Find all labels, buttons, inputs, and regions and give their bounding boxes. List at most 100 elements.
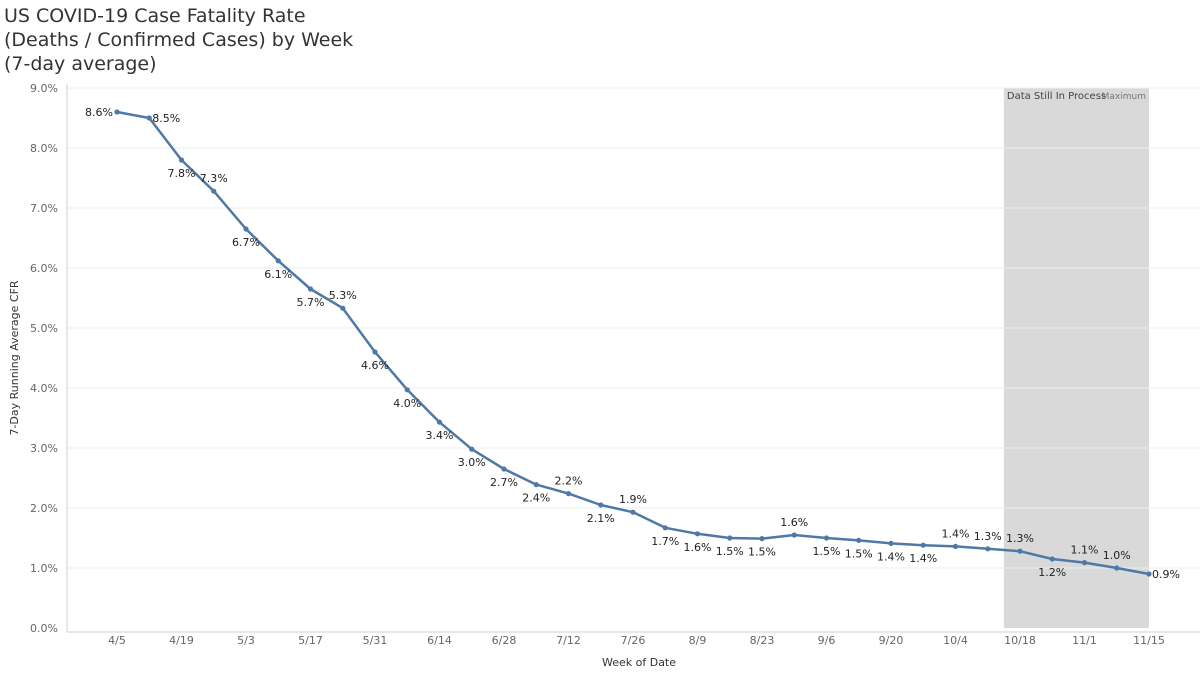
data-label: 1.5% (813, 545, 841, 558)
x-tick-label: 4/19 (169, 634, 194, 647)
x-tick-label: 8/23 (750, 634, 775, 647)
data-point (952, 543, 959, 550)
data-label: 8.6% (85, 106, 113, 119)
data-label: 0.9% (1152, 568, 1180, 581)
y-tick-label: 9.0% (30, 82, 58, 95)
chart-title-line-2: (Deaths / Confirmed Cases) by Week (4, 29, 354, 51)
data-label: 1.3% (974, 530, 1002, 543)
data-label: 1.4% (877, 550, 905, 563)
data-label: 1.5% (748, 546, 776, 559)
y-tick-label: 3.0% (30, 442, 58, 455)
x-tick-label: 6/14 (427, 634, 452, 647)
data-point (727, 535, 733, 541)
data-point (888, 540, 894, 547)
data-label: 1.6% (780, 516, 808, 529)
y-tick-label: 0.0% (30, 622, 58, 635)
x-tick-label: 5/3 (237, 634, 255, 647)
axes: 0.0% 1.0% 2.0% 3.0% 4.0% 5.0% 6.0% 7.0% 8.0% 9.0%… (30, 82, 1200, 647)
x-tick-label: 9/6 (818, 634, 836, 647)
x-tick-label: 5/31 (363, 634, 388, 647)
y-axis-title: 7-Day Running Average CFR (8, 280, 21, 435)
data-point (114, 109, 120, 115)
y-tick-label: 8.0% (30, 142, 58, 155)
data-point (1146, 571, 1152, 577)
y-tick-label: 2.0% (30, 502, 58, 515)
data-point (791, 532, 797, 538)
data-point (630, 509, 636, 515)
data-label: 5.3% (329, 289, 357, 302)
data-point (1049, 556, 1055, 562)
x-tick-label: 10/4 (943, 634, 968, 647)
data-point (146, 115, 152, 121)
y-tick-label: 6.0% (30, 262, 58, 275)
x-tick-label: 10/18 (1004, 634, 1036, 647)
chart-title-line-3: (7-day average) (4, 53, 157, 75)
data-point (985, 546, 991, 552)
shaded-region (1003, 88, 1149, 628)
data-point (694, 531, 701, 537)
data-label: 1.3% (1006, 532, 1034, 545)
shaded-region-label: Data Still In Process (1007, 91, 1106, 102)
chart-title: US COVID-19 Case Fatality Rate (Deaths /… (4, 4, 353, 76)
y-tick-label: 4.0% (30, 382, 58, 395)
data-label: 4.6% (361, 359, 389, 372)
data-label: 1.2% (1038, 566, 1066, 579)
data-point (436, 419, 443, 425)
data-label: 1.4% (909, 552, 937, 565)
x-tick-label: 7/26 (621, 634, 646, 647)
data-point (565, 491, 572, 497)
data-label: 2.7% (490, 476, 518, 489)
x-tick-label: 9/20 (879, 634, 904, 647)
data-label: 7.3% (200, 172, 228, 185)
data-point (823, 535, 830, 541)
data-point (1114, 565, 1120, 571)
data-label: 1.6% (684, 541, 712, 554)
data-label: 8.5% (152, 112, 180, 125)
chart-title-line-1: US COVID-19 Case Fatality Rate (4, 5, 306, 27)
data-label: 2.2% (555, 475, 583, 488)
data-label: 1.7% (651, 535, 679, 548)
data-label: 5.7% (297, 296, 325, 309)
x-tick-label: 8/9 (689, 634, 707, 647)
data-point (340, 305, 346, 311)
data-point (662, 525, 668, 531)
x-tick-label: 7/12 (556, 634, 581, 647)
gridlines (67, 87, 1200, 569)
y-tick-label: 7.0% (30, 202, 58, 215)
data-label: 4.0% (393, 397, 421, 410)
data-point (243, 226, 249, 232)
data-point (1017, 548, 1023, 554)
data-label: 1.0% (1103, 549, 1131, 562)
x-tick-label: 6/28 (492, 634, 517, 647)
data-labels: 8.6% 8.5% 7.8% 7.3% 6.7% 6.1% 5.7% 5.3% 4.6% 4.0%… (85, 106, 1180, 581)
data-point (404, 387, 410, 393)
data-point (211, 188, 217, 194)
data-point (501, 466, 507, 472)
data-label: 1.1% (1071, 544, 1099, 557)
y-tick-label: 5.0% (30, 322, 58, 335)
shaded-region-overlap-label: Maximum (1102, 92, 1146, 102)
y-tick-label: 1.0% (30, 562, 58, 575)
data-label: 2.4% (522, 492, 550, 505)
data-label: 2.1% (587, 512, 615, 525)
data-point (469, 446, 475, 452)
x-tick-label: 11/15 (1133, 634, 1165, 647)
x-tick-label: 5/17 (298, 634, 323, 647)
data-label: 1.5% (845, 547, 873, 560)
data-point (856, 537, 862, 544)
data-label: 1.4% (942, 527, 970, 540)
data-point (920, 542, 926, 548)
data-point (759, 536, 765, 542)
x-tick-label: 11/1 (1072, 634, 1097, 647)
data-label: 3.0% (458, 456, 486, 469)
data-point (533, 482, 539, 488)
series-layer (114, 109, 1152, 577)
data-point (275, 258, 281, 264)
data-point (307, 286, 314, 292)
x-tick-label: 4/5 (108, 634, 126, 647)
data-point (372, 349, 378, 355)
data-point (598, 502, 604, 508)
data-label: 3.4% (426, 429, 454, 442)
